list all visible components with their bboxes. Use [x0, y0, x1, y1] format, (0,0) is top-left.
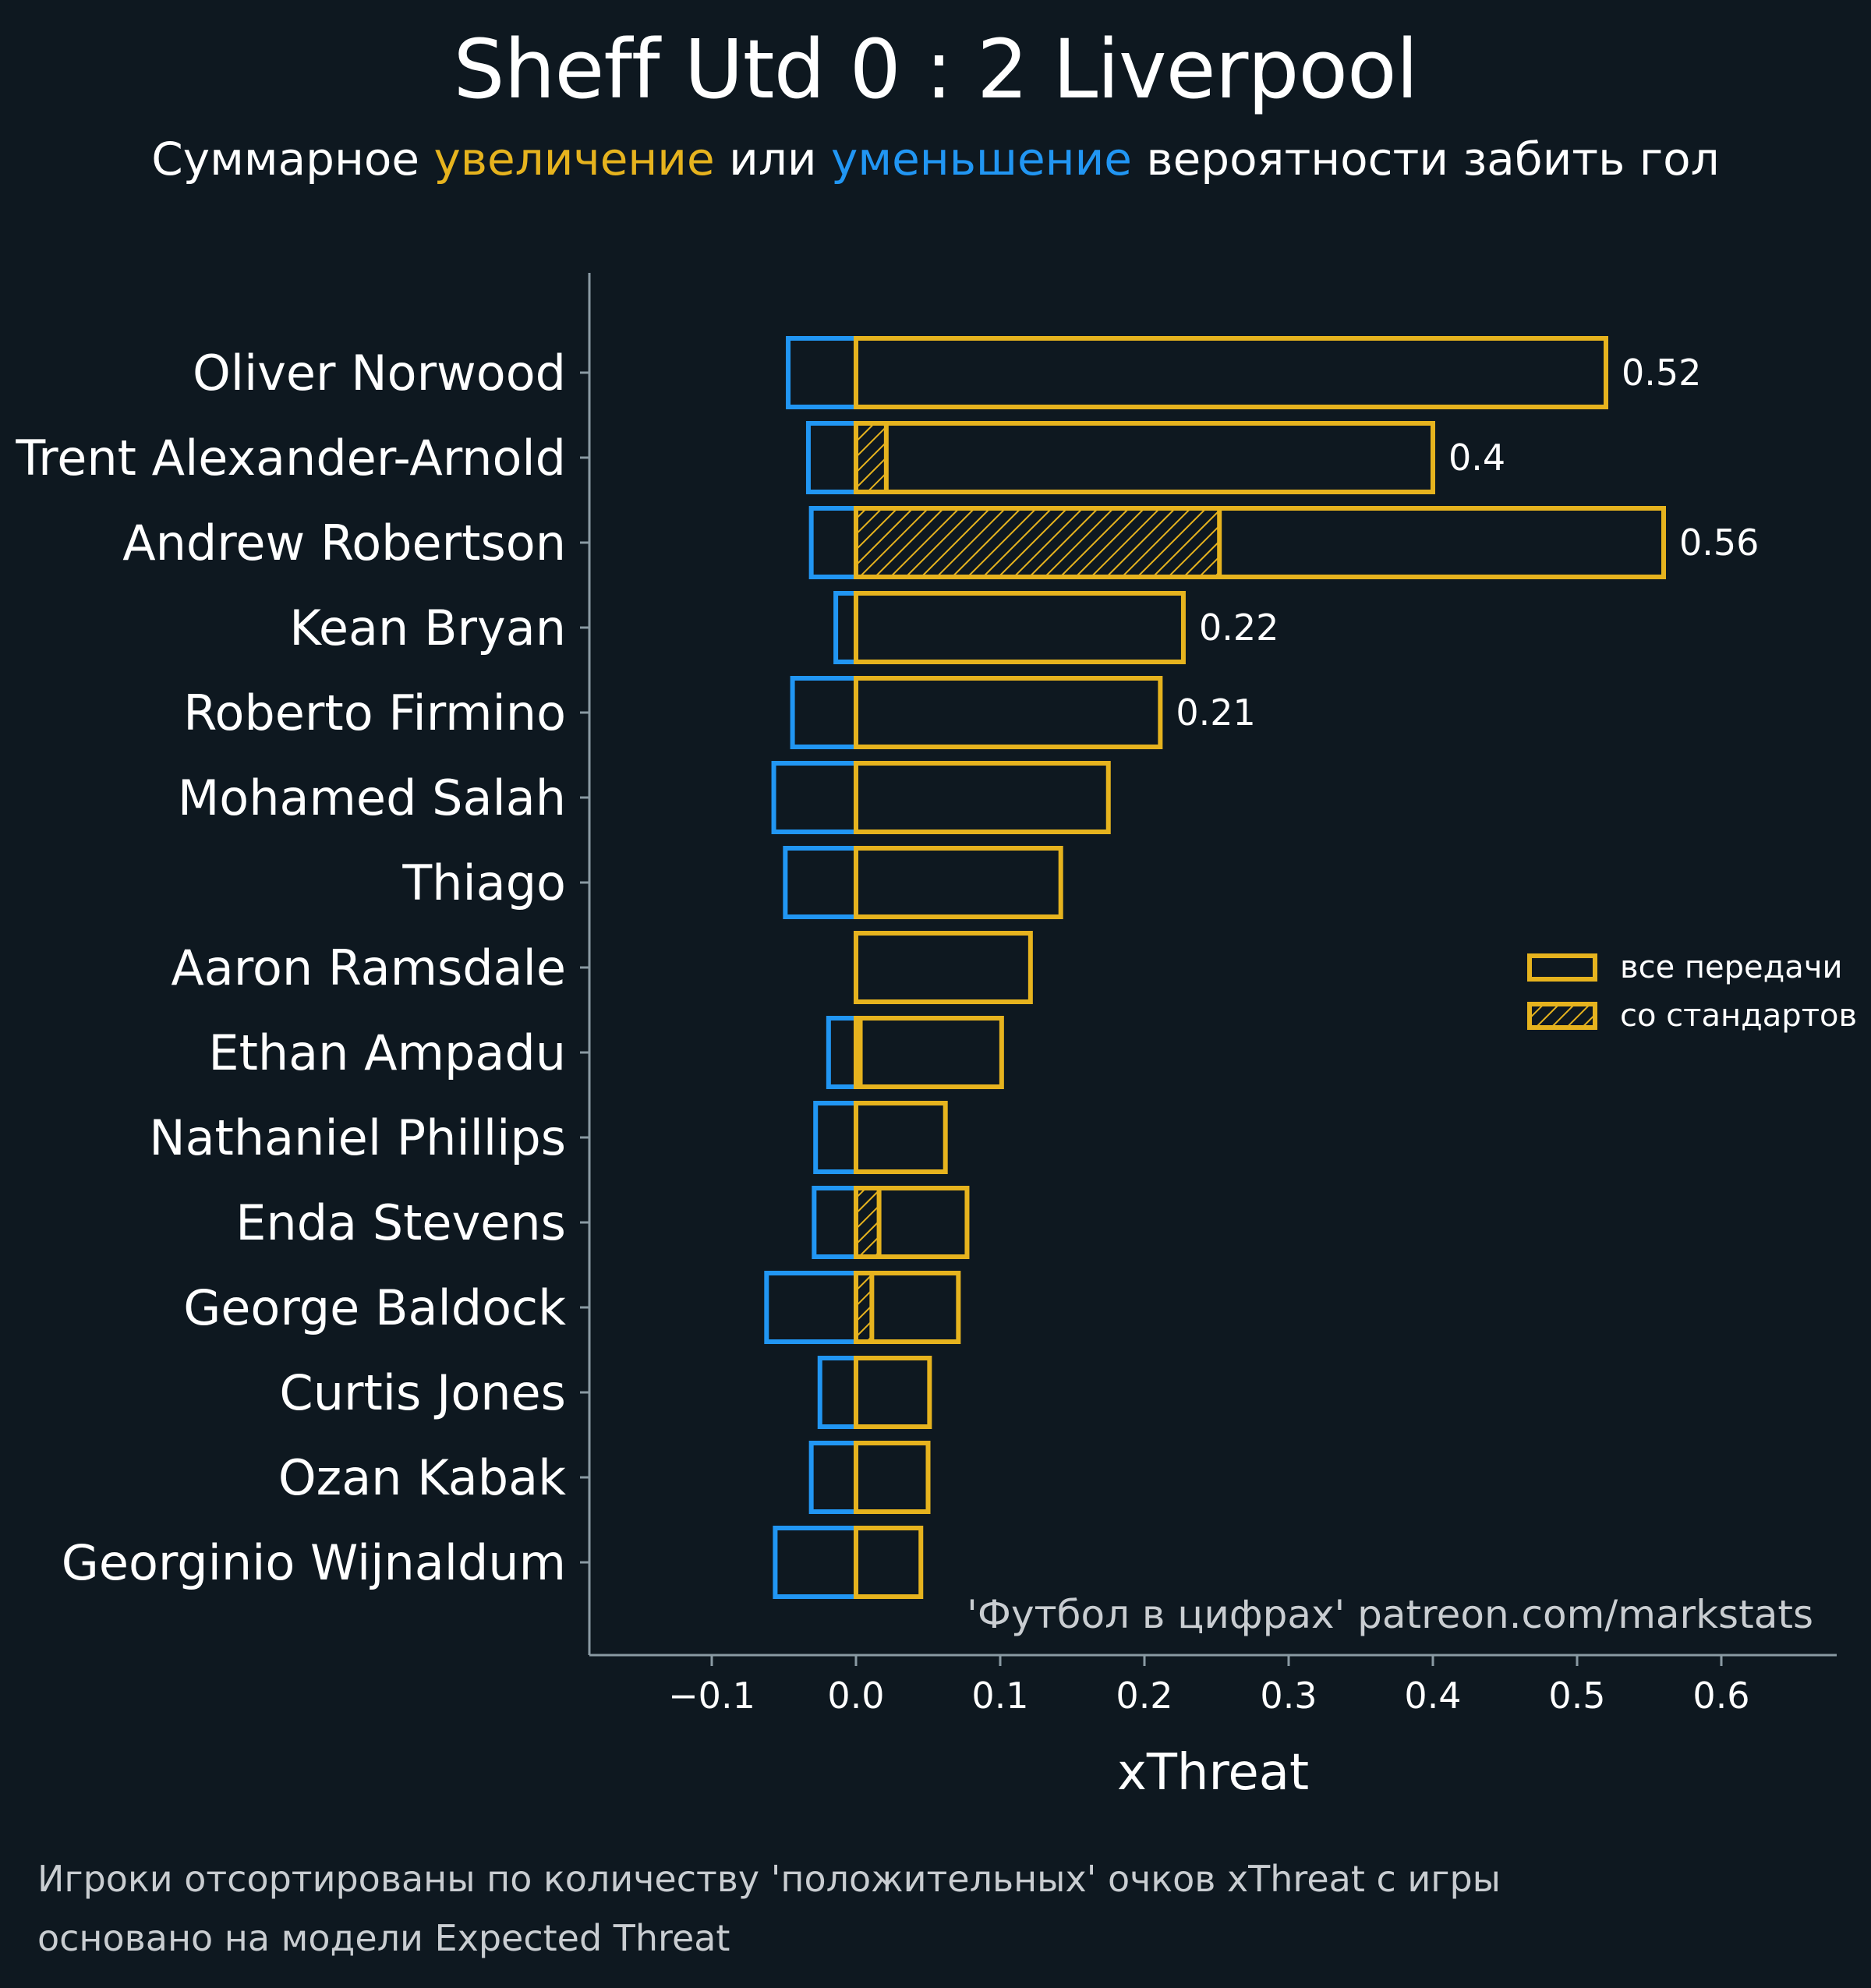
y-tick-label: Ethan Ampadu [208, 1024, 566, 1081]
y-tick-label: George Baldock [183, 1279, 566, 1336]
chart-subtitle: Суммарное увеличение или уменьшение веро… [0, 133, 1871, 186]
y-tick-label: Curtis Jones [279, 1364, 566, 1421]
x-tick-label: 0.0 [827, 1675, 884, 1717]
footnote: Игроки отсортированы по количеству 'поло… [37, 1849, 1501, 1968]
y-tick-label: Ozan Kabak [278, 1449, 566, 1506]
negative-bar [783, 846, 858, 919]
set-piece-bar [854, 506, 1222, 579]
bar-value-label: 0.4 [1448, 437, 1505, 479]
y-tick-label: Kean Bryan [289, 600, 566, 656]
positive-bar [854, 676, 1163, 749]
axes-layer: Oliver Norwood Trent Alexander-Arnold Andr… [15, 273, 1837, 1802]
positive-bar [854, 846, 1063, 919]
positive-bar [854, 1186, 970, 1259]
positive-bar [854, 1101, 948, 1174]
negative-bar [812, 1186, 858, 1259]
bars-layer: 0.52 0.4 0.56 0.22 0.21 [764, 336, 1759, 1599]
positive-bar [854, 1441, 931, 1514]
x-tick-label: 0.6 [1692, 1675, 1749, 1717]
bar-value-label: 0.56 [1679, 522, 1759, 564]
y-tick-label: Mohamed Salah [178, 769, 566, 826]
footnote-line-1: Игроки отсортированы по количеству 'поло… [37, 1858, 1501, 1900]
legend-swatch-set-pieces [1527, 1002, 1597, 1030]
positive-bar [854, 931, 1033, 1004]
set-piece-bar [854, 421, 889, 494]
set-piece-bar [854, 1186, 882, 1259]
subtitle-prefix: Суммарное [151, 133, 420, 186]
y-tick-label: Enda Stevens [235, 1194, 566, 1251]
legend-label-set-pieces: со стандартов [1620, 998, 1857, 1034]
positive-bar [854, 1271, 961, 1344]
x-tick-label: 0.4 [1404, 1675, 1461, 1717]
x-axis-label: xThreat [1117, 1744, 1309, 1802]
negative-bar [813, 1101, 858, 1174]
y-tick-label: Nathaniel Phillips [149, 1109, 566, 1166]
x-tick-label: 0.2 [1116, 1675, 1172, 1717]
subtitle-middle: или [729, 133, 817, 186]
negative-bar [790, 676, 858, 749]
y-tick-label: Roberto Firmino [183, 684, 566, 741]
negative-bar [805, 421, 858, 494]
bar-value-label: 0.22 [1199, 607, 1279, 649]
positive-bar [854, 591, 1186, 664]
y-tick-label: Trent Alexander-Arnold [15, 430, 566, 486]
positive-bar [854, 421, 1435, 494]
positive-bar [854, 1526, 924, 1599]
chart-annotation: 'Футбол в цифрах' patreon.com/markstats [967, 1592, 1813, 1637]
chart-title: Sheff Utd 0 : 2 Liverpool [453, 22, 1418, 117]
chart-legend: все передачи со стандартов [1527, 950, 1857, 1034]
x-tick-label: −0.1 [668, 1675, 755, 1717]
negative-bar [786, 336, 858, 409]
y-tick-label: Andrew Robertson [122, 515, 566, 571]
bar-value-label: 0.21 [1176, 692, 1255, 734]
legend-swatch-all-passes [1527, 953, 1597, 982]
negative-bar [764, 1271, 858, 1344]
bar-value-label: 0.52 [1622, 352, 1701, 394]
positive-bar [854, 1356, 932, 1429]
negative-bar [773, 1526, 859, 1599]
positive-bar [854, 761, 1111, 834]
negative-bar [771, 761, 858, 834]
x-tick-label: 0.3 [1260, 1675, 1317, 1717]
subtitle-increase-word: увеличение [433, 133, 715, 186]
negative-bar [808, 506, 859, 579]
negative-bar [808, 1441, 859, 1514]
x-tick-label: 0.1 [971, 1675, 1028, 1717]
positive-bar [854, 1016, 1004, 1089]
positive-bar [854, 336, 1608, 409]
y-tick-label: Thiago [401, 854, 566, 911]
set-piece-bar [854, 1271, 875, 1344]
negative-bar [817, 1356, 858, 1429]
negative-bar [833, 591, 858, 664]
subtitle-decrease-word: уменьшение [831, 133, 1132, 186]
y-tick-label: Oliver Norwood [193, 345, 566, 401]
subtitle-suffix: вероятности забить гол [1146, 133, 1720, 186]
legend-label-all-passes: все передачи [1620, 950, 1842, 985]
y-tick-label: Georginio Wijnaldum [62, 1534, 566, 1591]
footnote-line-2: основано на модели Expected Threat [37, 1917, 730, 1959]
negative-bar [826, 1016, 858, 1089]
y-tick-label: Aaron Ramsdale [171, 939, 566, 996]
x-tick-label: 0.5 [1548, 1675, 1605, 1717]
positive-bar [854, 506, 1666, 579]
